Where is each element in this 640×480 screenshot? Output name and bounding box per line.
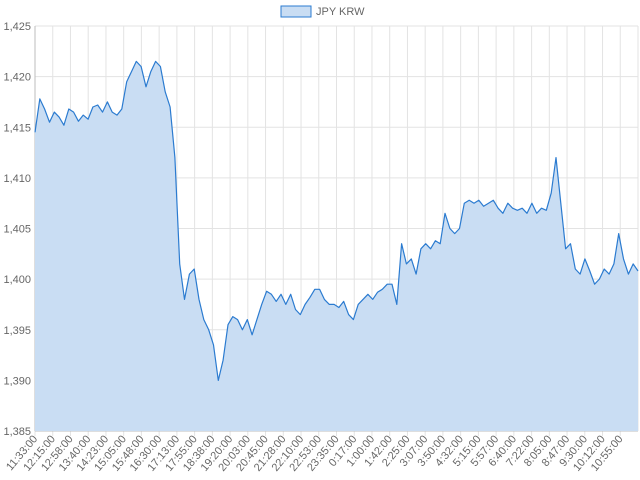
x-axis-ticks: 11:33:0012:15:0012:58:0013:40:0014:23:00… <box>4 433 625 474</box>
y-tick-label: 1,385 <box>3 426 31 438</box>
legend-swatch[interactable] <box>280 5 312 18</box>
series-line <box>34 60 639 381</box>
y-tick-label: 1,390 <box>3 375 31 387</box>
y-tick-label: 1,420 <box>3 72 31 84</box>
y-axis-ticks: 1,385 1,390 1,395 1,400 1,405 1,410 1,415 1,420… <box>3 21 31 438</box>
legend[interactable]: JPY KRW <box>280 5 365 18</box>
y-tick-label: 1,395 <box>3 325 31 337</box>
y-tick-label: 1,410 <box>3 173 31 185</box>
y-tick-label: 1,425 <box>3 21 31 33</box>
series-fill <box>35 61 638 432</box>
y-tick-label: 1,405 <box>3 224 31 236</box>
legend-label[interactable]: JPY KRW <box>316 6 365 18</box>
series-area <box>34 60 639 432</box>
y-tick-label: 1,415 <box>3 122 31 134</box>
y-tick-label: 1,400 <box>3 274 31 286</box>
